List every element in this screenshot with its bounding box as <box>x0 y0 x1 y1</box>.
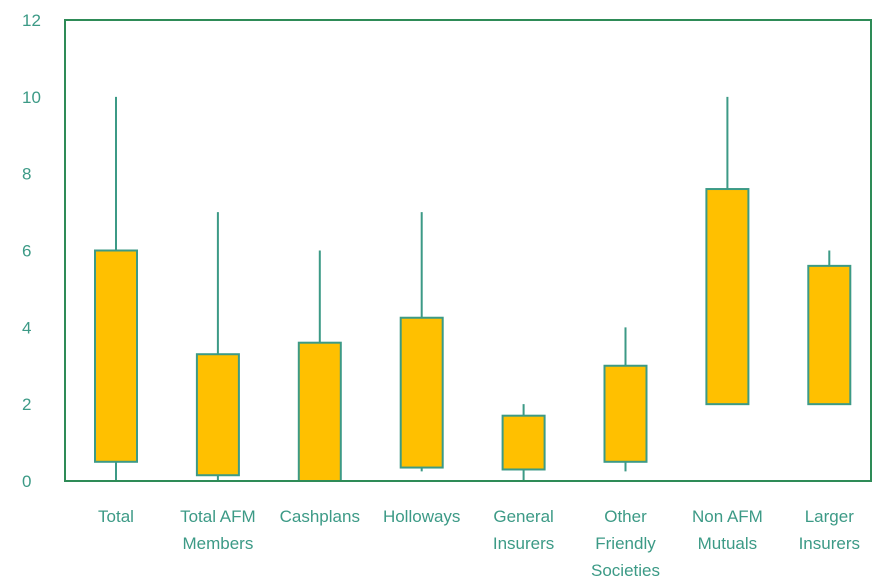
box <box>807 264 852 406</box>
y-tick-label: 12 <box>22 11 41 30</box>
x-tick-label-line: Societies <box>591 561 660 580</box>
x-tick-label-line: Members <box>182 534 253 553</box>
x-tick-label-line: Other <box>604 507 647 526</box>
x-tick-label-line: Insurers <box>493 534 554 553</box>
y-tick-label: 2 <box>22 395 31 414</box>
x-tick-label: Cashplans <box>280 507 360 526</box>
plot-frame <box>64 19 872 482</box>
x-tick-label-line: Total AFM <box>180 507 256 526</box>
y-tick-label: 8 <box>22 165 31 184</box>
y-axis-ticks: 0 2 4 6 8 10 12 <box>22 11 41 491</box>
box <box>195 353 240 477</box>
y-tick-label: 6 <box>22 242 31 261</box>
box <box>705 188 750 406</box>
box <box>399 316 444 469</box>
box <box>94 249 138 463</box>
y-tick-label: 4 <box>22 318 31 337</box>
box <box>603 364 648 463</box>
x-tick-label: Total AFM Members <box>180 507 256 553</box>
x-axis-labels: Total Total AFM Members Cashplans Holloways G… <box>98 507 860 580</box>
y-tick-label: 10 <box>22 88 41 107</box>
box <box>297 341 342 483</box>
x-tick-label: Larger Insurers <box>799 507 860 553</box>
x-tick-label: Other Friendly Societies <box>591 507 660 580</box>
box <box>501 414 546 471</box>
x-tick-label-line: Insurers <box>799 534 860 553</box>
x-tick-label-line: Mutuals <box>698 534 758 553</box>
y-tick-label: 0 <box>22 472 31 491</box>
x-tick-label: Total <box>98 507 134 526</box>
x-tick-label-line: Holloways <box>383 507 460 526</box>
x-tick-label-line: Non AFM <box>692 507 763 526</box>
x-tick-label-line: Total <box>98 507 134 526</box>
x-tick-label: General Insurers <box>493 507 554 553</box>
x-tick-label-line: Cashplans <box>280 507 360 526</box>
x-tick-label: Non AFM Mutuals <box>692 507 763 553</box>
x-tick-label-line: Larger <box>805 507 854 526</box>
x-tick-label-line: General <box>493 507 553 526</box>
x-tick-label: Holloways <box>383 507 460 526</box>
boxes <box>94 96 852 483</box>
x-tick-label-line: Friendly <box>595 534 656 553</box>
